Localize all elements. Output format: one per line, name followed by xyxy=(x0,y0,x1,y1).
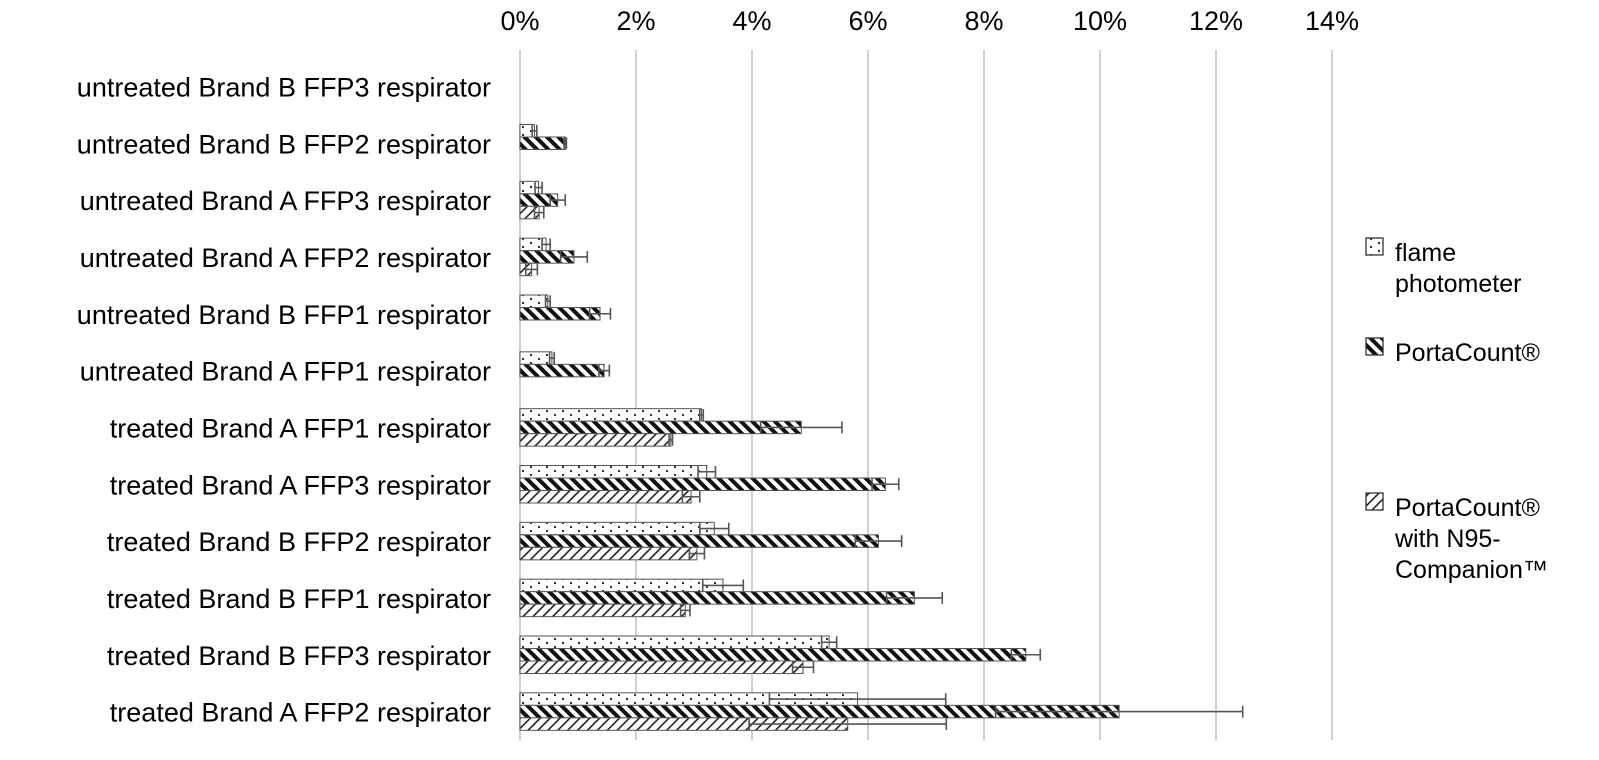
legend-label: PortaCount® xyxy=(1395,494,1540,522)
legend: flame photometer PortaCount® PortaCount® wit… xyxy=(1365,237,1548,584)
legend-swatch xyxy=(1365,492,1384,511)
category-label: untreated Brand A FFP3 respirator xyxy=(80,186,491,216)
legend-label: PortaCount® xyxy=(1395,339,1540,367)
legend-label: flame xyxy=(1395,239,1456,267)
x-tick-label: 6% xyxy=(848,6,887,36)
bar xyxy=(519,363,605,378)
bar xyxy=(519,648,1027,662)
bar xyxy=(519,490,692,504)
bar xyxy=(519,433,672,447)
category-label: untreated Brand A FFP2 respirator xyxy=(80,243,491,273)
category-label: untreated Brand B FFP1 respirator xyxy=(77,300,491,330)
bar xyxy=(519,546,698,561)
category-label: untreated Brand B FFP3 respirator xyxy=(77,72,491,102)
category-label: treated Brand B FFP3 respirator xyxy=(107,641,491,671)
error-bars xyxy=(524,124,1244,731)
y-axis-labels: untreated Brand B FFP3 respirator untreat… xyxy=(77,72,491,727)
category-label: treated Brand A FFP1 respirator xyxy=(110,413,491,443)
bar xyxy=(519,136,566,150)
bar xyxy=(519,635,830,649)
bar xyxy=(519,660,804,674)
x-tick-label: 14% xyxy=(1305,6,1359,36)
bar xyxy=(519,534,879,548)
legend-label: Companion™ xyxy=(1395,556,1548,584)
bar xyxy=(519,477,886,491)
legend-swatch xyxy=(1365,337,1384,356)
bar xyxy=(519,408,703,422)
x-axis-ticks: 0% 2% 4% 6% 8% 10% 12% 14% xyxy=(500,6,1359,36)
category-label: treated Brand A FFP3 respirator xyxy=(110,470,491,500)
x-tick-label: 0% xyxy=(500,6,539,36)
bar xyxy=(519,351,553,365)
legend-label: photometer xyxy=(1395,270,1521,298)
x-tick-label: 12% xyxy=(1189,6,1243,36)
category-label: treated Brand B FFP1 respirator xyxy=(107,584,491,614)
bar xyxy=(519,465,708,479)
x-tick-label: 4% xyxy=(732,6,771,36)
x-tick-label: 2% xyxy=(616,6,655,36)
bar xyxy=(519,578,724,593)
category-label: treated Brand A FFP2 respirator xyxy=(110,698,491,728)
legend-label: with N95- xyxy=(1394,525,1501,553)
bar xyxy=(519,591,915,605)
x-tick-label: 8% xyxy=(964,6,1003,36)
legend-swatch xyxy=(1365,237,1384,256)
bar xyxy=(519,521,715,536)
category-label: untreated Brand B FFP2 respirator xyxy=(77,129,491,159)
grid-lines xyxy=(519,50,1333,740)
category-label: treated Brand B FFP2 respirator xyxy=(107,527,491,557)
bar xyxy=(519,603,686,618)
category-label: untreated Brand A FFP1 respirator xyxy=(80,357,491,387)
bar xyxy=(519,420,802,435)
x-tick-label: 10% xyxy=(1073,6,1127,36)
bar xyxy=(519,307,601,321)
bar xyxy=(519,294,549,308)
bars xyxy=(519,124,1120,731)
